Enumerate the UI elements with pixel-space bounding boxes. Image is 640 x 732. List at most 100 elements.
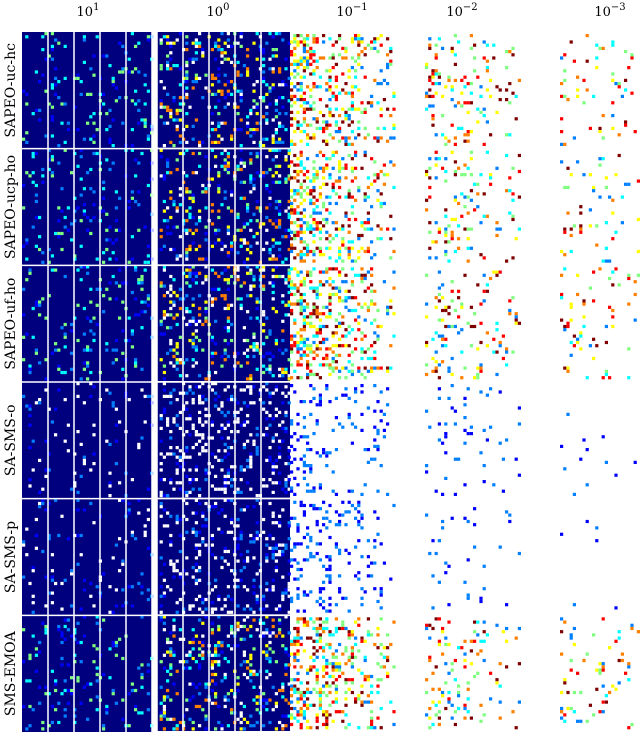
cell (630, 91, 634, 95)
cell (50, 578, 54, 582)
cell (114, 644, 118, 648)
cell (434, 350, 438, 354)
cell (210, 121, 214, 125)
cell (252, 685, 256, 689)
cell (463, 396, 467, 400)
cell (444, 179, 448, 183)
cell (360, 690, 364, 695)
cell (331, 674, 335, 679)
cell (47, 407, 51, 411)
cell (169, 647, 173, 651)
cell (344, 366, 348, 370)
cell (437, 639, 441, 643)
cell (242, 326, 246, 330)
cell (614, 82, 618, 86)
cell (188, 247, 192, 252)
cell (344, 510, 348, 514)
cell (185, 124, 189, 128)
cell (331, 267, 335, 271)
cell (252, 610, 256, 614)
cell (366, 539, 370, 543)
cell (306, 558, 310, 562)
cell (318, 328, 322, 332)
cell (239, 407, 243, 411)
cell (302, 590, 306, 594)
cell (318, 617, 322, 621)
cell (425, 513, 429, 517)
cell (265, 105, 269, 109)
cell (214, 455, 218, 459)
cell (366, 249, 370, 254)
cell (191, 199, 195, 204)
cell (569, 233, 573, 238)
cell (627, 347, 631, 351)
cell (485, 344, 489, 348)
cell (572, 344, 576, 348)
cell (281, 338, 285, 343)
cell (309, 192, 313, 196)
cell (309, 324, 313, 329)
cell (172, 247, 176, 252)
cell (569, 305, 573, 309)
cell (268, 89, 272, 93)
cell (309, 636, 313, 640)
cell (498, 441, 502, 445)
cell (338, 273, 342, 277)
cell (334, 545, 338, 549)
cell (450, 668, 454, 672)
cell (268, 656, 272, 661)
cell (194, 73, 198, 77)
cell (312, 185, 316, 190)
cell (239, 118, 243, 122)
cell (344, 548, 348, 552)
cell (434, 366, 438, 370)
cell (111, 361, 115, 365)
cell (217, 80, 221, 84)
cell (262, 310, 266, 314)
cell (242, 624, 246, 629)
cell (290, 139, 294, 143)
cell (293, 390, 297, 394)
cell (489, 276, 493, 281)
cell (274, 148, 278, 152)
cell (325, 221, 329, 225)
cell (373, 545, 377, 549)
cell (357, 577, 361, 581)
cell (274, 257, 278, 261)
cell (299, 347, 303, 351)
cell (373, 642, 377, 647)
cell (315, 617, 319, 621)
cell (191, 446, 195, 450)
cell (296, 340, 300, 345)
cell (611, 101, 615, 105)
cell (469, 716, 473, 720)
cell (57, 231, 61, 236)
cell (354, 150, 358, 154)
cell (79, 278, 83, 282)
cell (172, 452, 176, 456)
cell (22, 206, 26, 210)
cell (347, 353, 351, 357)
cell (611, 78, 615, 82)
cell (210, 112, 214, 116)
cell (137, 108, 141, 112)
cell (70, 222, 74, 226)
cell (328, 37, 332, 41)
cell (220, 436, 224, 440)
cell (252, 647, 256, 651)
cell (220, 121, 224, 125)
cell (201, 436, 205, 440)
cell (576, 292, 580, 297)
cell (360, 350, 364, 354)
cell (236, 60, 240, 64)
cell (236, 70, 240, 74)
cell (357, 369, 361, 373)
cell (274, 155, 278, 159)
cell (169, 698, 173, 702)
cell (560, 318, 564, 322)
cell (274, 521, 278, 525)
cell (514, 117, 518, 121)
cell (166, 231, 170, 236)
cell (309, 350, 313, 354)
cell (363, 273, 367, 277)
